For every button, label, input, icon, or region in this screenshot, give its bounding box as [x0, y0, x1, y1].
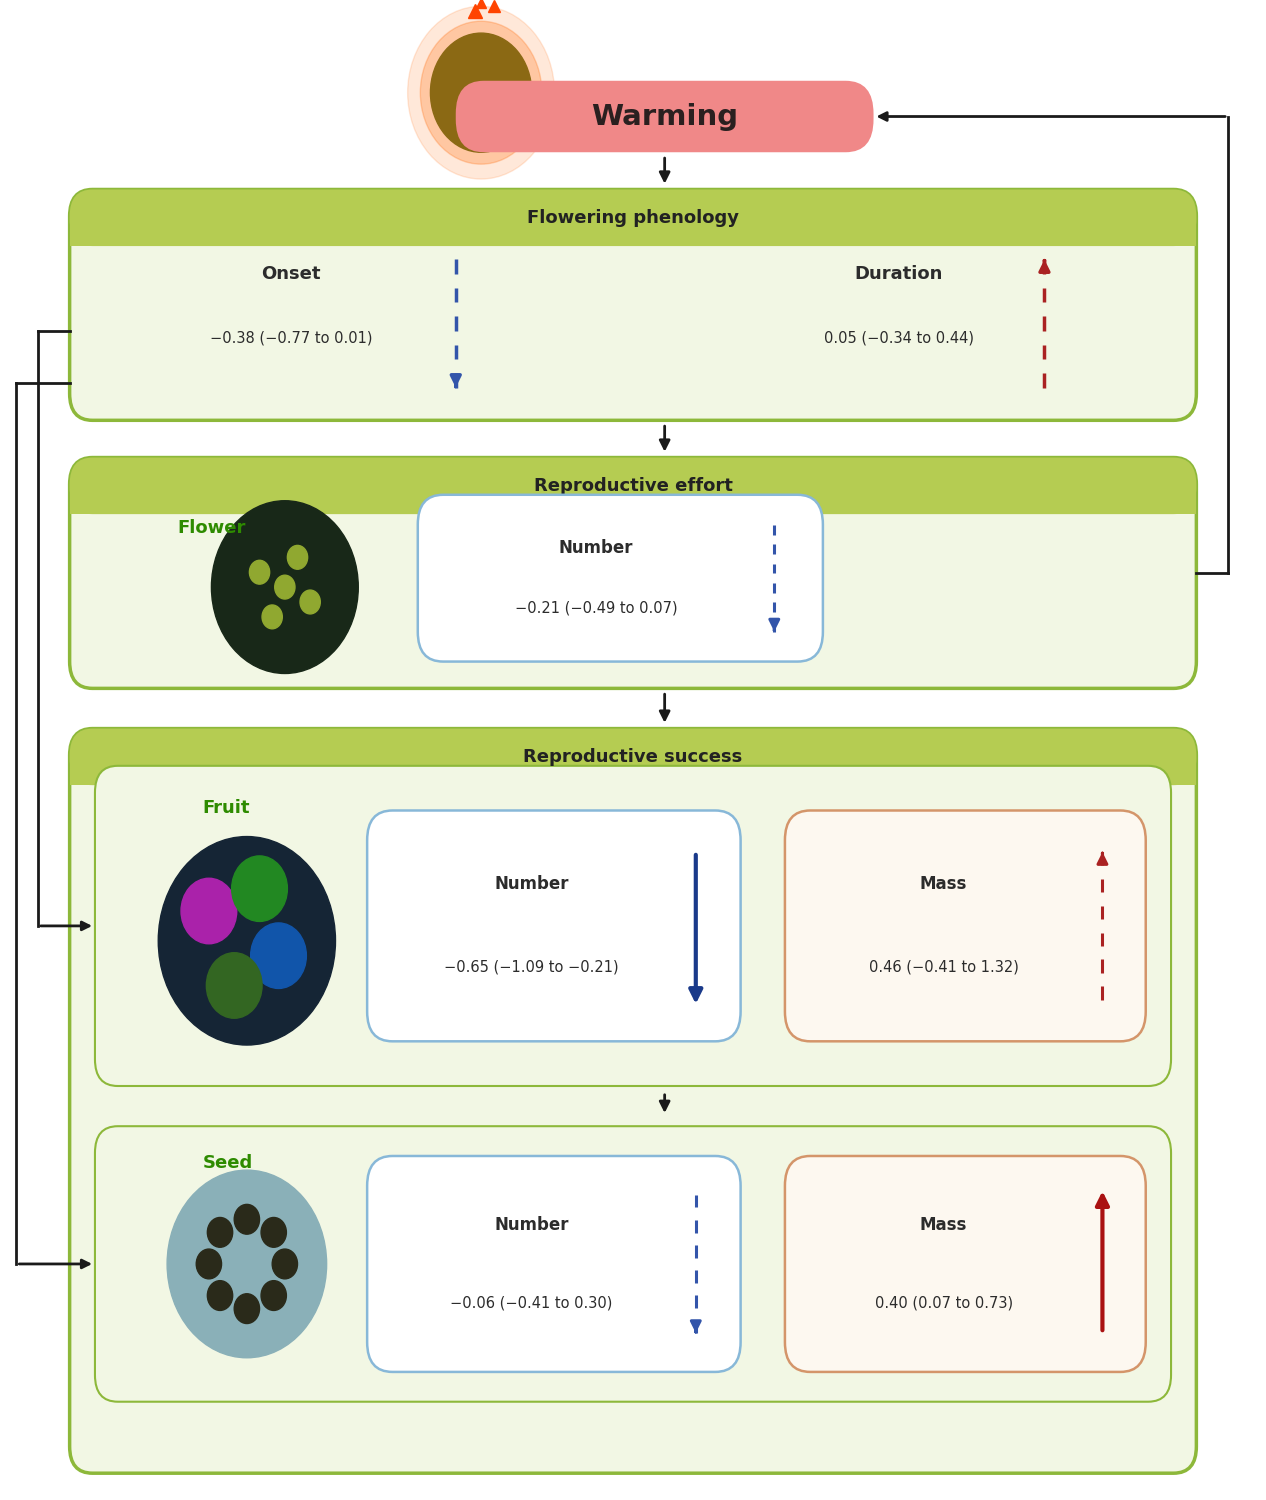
FancyBboxPatch shape — [70, 458, 1196, 514]
Circle shape — [234, 1204, 260, 1234]
Circle shape — [234, 1293, 260, 1323]
Text: −0.06 (−0.41 to 0.30): −0.06 (−0.41 to 0.30) — [451, 1296, 613, 1311]
Circle shape — [251, 922, 306, 988]
Text: Reproductive success: Reproductive success — [523, 748, 743, 766]
Text: Warming: Warming — [591, 102, 738, 130]
Text: Flowering phenology: Flowering phenology — [527, 209, 739, 226]
FancyBboxPatch shape — [70, 189, 1196, 420]
Circle shape — [430, 33, 532, 153]
Circle shape — [300, 590, 320, 613]
Circle shape — [249, 561, 270, 584]
FancyBboxPatch shape — [70, 729, 1196, 784]
Circle shape — [408, 6, 555, 178]
FancyBboxPatch shape — [70, 189, 1196, 246]
Text: Mass: Mass — [920, 876, 967, 894]
Circle shape — [181, 878, 237, 944]
Circle shape — [208, 1281, 233, 1311]
Circle shape — [420, 21, 542, 164]
FancyBboxPatch shape — [95, 766, 1171, 1086]
Circle shape — [261, 1218, 286, 1248]
FancyBboxPatch shape — [785, 1156, 1146, 1372]
Circle shape — [272, 1250, 298, 1280]
Text: Flower: Flower — [177, 519, 246, 537]
Text: −0.38 (−0.77 to 0.01): −0.38 (−0.77 to 0.01) — [210, 332, 372, 346]
Text: Seed: Seed — [203, 1155, 253, 1173]
Circle shape — [232, 856, 287, 921]
Bar — [70, 217, 1196, 246]
Text: Reproductive effort: Reproductive effort — [533, 477, 733, 495]
Text: Number: Number — [494, 876, 568, 894]
Circle shape — [275, 574, 295, 598]
Text: 0.40 (0.07 to 0.73): 0.40 (0.07 to 0.73) — [875, 1296, 1013, 1311]
Text: Mass: Mass — [920, 1216, 967, 1234]
Text: 0.05 (−0.34 to 0.44): 0.05 (−0.34 to 0.44) — [824, 332, 974, 346]
Circle shape — [196, 1250, 222, 1280]
FancyBboxPatch shape — [456, 81, 874, 153]
Text: Duration: Duration — [855, 266, 943, 284]
Circle shape — [287, 546, 308, 568]
Text: Number: Number — [494, 1216, 568, 1234]
FancyBboxPatch shape — [785, 810, 1146, 1041]
Text: −0.21 (−0.49 to 0.07): −0.21 (−0.49 to 0.07) — [515, 600, 677, 615]
FancyBboxPatch shape — [367, 810, 741, 1041]
Text: Number: Number — [558, 538, 633, 556]
FancyBboxPatch shape — [95, 1126, 1171, 1401]
Circle shape — [158, 837, 335, 1046]
Circle shape — [262, 604, 282, 628]
Bar — [70, 486, 1196, 514]
FancyBboxPatch shape — [70, 458, 1196, 688]
Circle shape — [261, 1281, 286, 1311]
FancyBboxPatch shape — [367, 1156, 741, 1372]
Circle shape — [208, 1218, 233, 1248]
Text: −0.65 (−1.09 to −0.21): −0.65 (−1.09 to −0.21) — [444, 960, 619, 975]
FancyBboxPatch shape — [70, 729, 1196, 1473]
Text: Onset: Onset — [262, 266, 320, 284]
Bar — [70, 758, 1196, 784]
Circle shape — [211, 501, 358, 674]
FancyBboxPatch shape — [418, 495, 823, 662]
Text: Fruit: Fruit — [203, 798, 251, 816]
Circle shape — [206, 952, 262, 1018]
Text: 0.46 (−0.41 to 1.32): 0.46 (−0.41 to 1.32) — [868, 960, 1019, 975]
Circle shape — [167, 1170, 327, 1358]
